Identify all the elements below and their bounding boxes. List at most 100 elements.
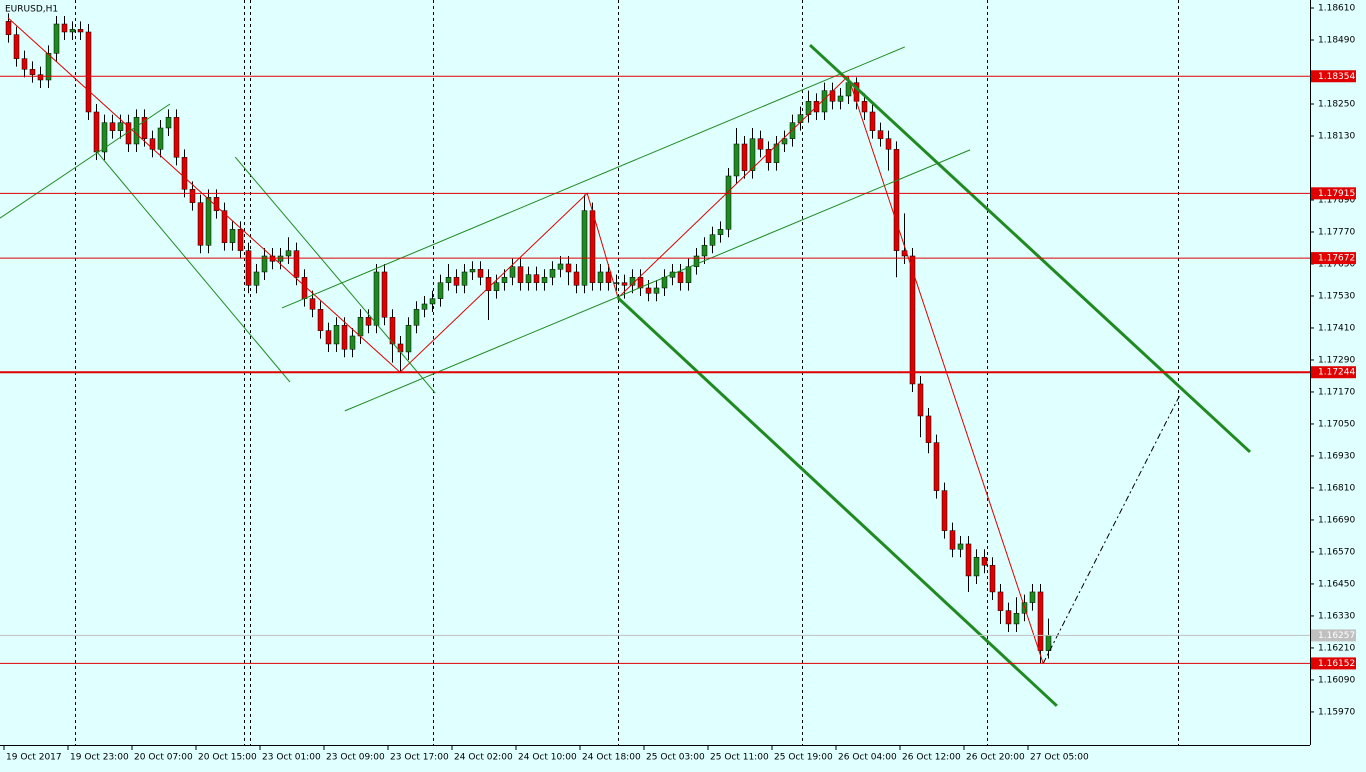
candle-body bbox=[725, 175, 732, 230]
candle-body bbox=[365, 317, 372, 326]
candle-body bbox=[885, 138, 892, 150]
candle-body bbox=[157, 127, 164, 150]
x-tick-label: 23 Oct 01:00 bbox=[262, 753, 321, 763]
candle-body bbox=[69, 29, 76, 33]
candle-body bbox=[1005, 610, 1012, 625]
candle-body bbox=[717, 229, 724, 235]
candle-body bbox=[949, 530, 956, 550]
x-tick-label: 26 Oct 20:00 bbox=[966, 753, 1025, 763]
candle-body bbox=[373, 271, 380, 326]
x-tick-label: 24 Oct 02:00 bbox=[454, 753, 513, 763]
candle-body bbox=[573, 271, 580, 286]
candle-body bbox=[93, 111, 100, 153]
trend-line bbox=[94, 149, 291, 383]
y-tick-label: 1.16210 bbox=[1318, 643, 1355, 653]
candle-body bbox=[973, 557, 980, 577]
trend-line bbox=[0, 103, 171, 219]
candle-body bbox=[757, 138, 764, 150]
candle-body bbox=[981, 557, 988, 566]
candle-body bbox=[1013, 613, 1020, 625]
candle-body bbox=[53, 23, 60, 54]
price-level-box bbox=[1311, 252, 1356, 265]
candle-body bbox=[29, 69, 36, 75]
candle-body bbox=[565, 263, 572, 273]
candle-body bbox=[845, 82, 852, 97]
candle-body bbox=[741, 143, 748, 171]
candle-body bbox=[429, 298, 436, 305]
candle-body bbox=[277, 255, 284, 262]
candle-body bbox=[61, 23, 68, 33]
candle-body bbox=[445, 277, 452, 283]
trend-line bbox=[234, 156, 436, 394]
candle-body bbox=[837, 95, 844, 102]
candle-body bbox=[5, 21, 12, 35]
trend-line bbox=[281, 46, 905, 309]
candle-body bbox=[965, 543, 972, 577]
candle-body bbox=[1029, 591, 1036, 603]
x-tick-label: 20 Oct 07:00 bbox=[134, 753, 193, 763]
y-tick-label: 1.18610 bbox=[1318, 3, 1355, 13]
candle-body bbox=[773, 143, 780, 163]
price-level-box bbox=[1311, 70, 1356, 83]
x-tick-label: 25 Oct 19:00 bbox=[774, 753, 833, 763]
candle-body bbox=[1045, 635, 1052, 651]
candle-body bbox=[989, 565, 996, 593]
candle-body bbox=[597, 271, 604, 283]
candle-body bbox=[933, 442, 940, 491]
candle-body bbox=[101, 122, 108, 153]
y-tick-label: 1.17050 bbox=[1318, 419, 1355, 429]
candle-body bbox=[477, 269, 484, 278]
candle-body bbox=[149, 138, 156, 150]
y-tick-label: 1.16690 bbox=[1318, 515, 1355, 525]
price-level-label: 1.16152 bbox=[1318, 659, 1355, 669]
y-tick-label: 1.16450 bbox=[1318, 579, 1355, 589]
candle-body bbox=[541, 277, 548, 283]
candle-body bbox=[997, 591, 1004, 611]
candle-body bbox=[925, 415, 932, 443]
y-tick-label: 1.17170 bbox=[1318, 387, 1355, 397]
trend-line bbox=[1042, 394, 1181, 664]
candle-body bbox=[181, 157, 188, 190]
candle-body bbox=[509, 266, 516, 278]
y-tick-label: 1.17410 bbox=[1318, 323, 1355, 333]
candle-body bbox=[381, 271, 388, 318]
candle-body bbox=[205, 197, 212, 246]
price-level-label: 1.18354 bbox=[1318, 72, 1355, 82]
price-level-box bbox=[1311, 187, 1356, 200]
candle-body bbox=[21, 58, 28, 70]
candle-body bbox=[197, 202, 204, 246]
candle-body bbox=[765, 149, 772, 163]
candle-body bbox=[389, 317, 396, 345]
candle-body bbox=[245, 250, 252, 286]
candle-body bbox=[229, 229, 236, 243]
y-tick-label: 1.17890 bbox=[1318, 195, 1355, 205]
candle-body bbox=[485, 277, 492, 291]
candle-body bbox=[437, 282, 444, 299]
candle-body bbox=[309, 298, 316, 310]
candle-body bbox=[749, 138, 756, 171]
candle-body bbox=[613, 282, 620, 284]
candle-body bbox=[341, 325, 348, 350]
candle-body bbox=[621, 282, 628, 286]
candle-body bbox=[909, 255, 916, 385]
candle-body bbox=[869, 111, 876, 131]
candle-body bbox=[709, 234, 716, 246]
candle-body bbox=[357, 317, 364, 337]
y-tick-label: 1.16930 bbox=[1318, 451, 1355, 461]
candle-body bbox=[677, 271, 684, 283]
candle-body bbox=[581, 210, 588, 286]
candle-body bbox=[821, 90, 828, 113]
candle-body bbox=[285, 250, 292, 257]
candle-body bbox=[1037, 591, 1044, 651]
x-tick-label: 26 Oct 12:00 bbox=[902, 753, 961, 763]
y-tick-label: 1.16570 bbox=[1318, 547, 1355, 557]
candle-body bbox=[605, 271, 612, 283]
x-tick-label: 19 Oct 23:00 bbox=[70, 753, 129, 763]
candle-body bbox=[549, 269, 556, 278]
candle-body bbox=[557, 263, 564, 270]
candle-body bbox=[645, 287, 652, 294]
y-tick-label: 1.18130 bbox=[1318, 131, 1355, 141]
